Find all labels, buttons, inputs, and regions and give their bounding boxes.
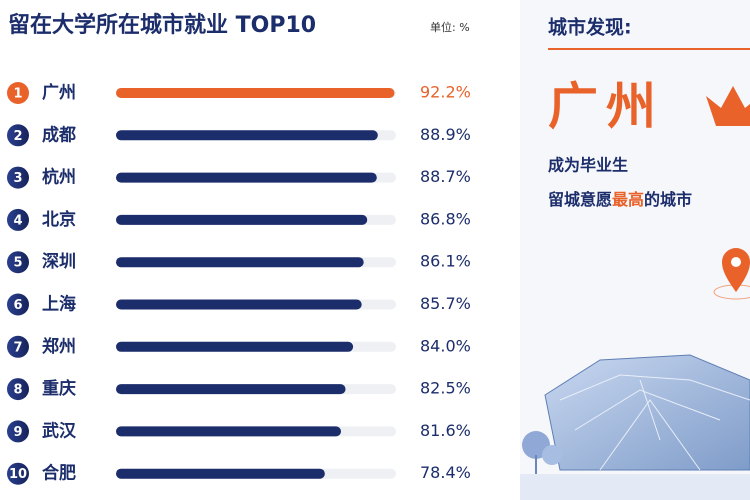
rank-number: 10 xyxy=(9,467,27,482)
bar xyxy=(116,214,368,225)
rank-badge xyxy=(7,462,29,485)
bar xyxy=(116,426,342,437)
value-label: 78.4% xyxy=(420,463,471,482)
category-label: 深圳 xyxy=(42,251,76,272)
building xyxy=(544,354,750,471)
building-lines xyxy=(559,374,750,471)
panel-rule xyxy=(548,48,750,50)
rank-badge xyxy=(7,251,29,274)
tree xyxy=(542,445,562,465)
rank-badge xyxy=(7,293,29,316)
value-label: 86.8% xyxy=(420,209,471,228)
rank-number: 1 xyxy=(13,87,22,102)
rank-badge xyxy=(7,208,29,231)
category-label: 成都 xyxy=(42,124,76,145)
rank-badge xyxy=(7,124,29,147)
category-label: 上海 xyxy=(42,294,76,315)
bar xyxy=(116,468,325,479)
bar xyxy=(116,130,378,141)
category-label: 广州 xyxy=(42,82,76,103)
rank-number: 2 xyxy=(13,129,22,144)
bar xyxy=(116,384,346,395)
panel-line1: 成为毕业生 xyxy=(548,156,628,175)
rank-badge xyxy=(7,166,29,189)
value-label: 92.2% xyxy=(420,83,471,102)
rank-number: 7 xyxy=(13,340,22,355)
ground xyxy=(520,474,750,500)
rank-badge xyxy=(7,335,29,358)
value-label: 88.7% xyxy=(420,167,471,186)
rank-badge xyxy=(7,420,29,443)
panel-line2: 留城意愿最高的城市 xyxy=(548,190,692,209)
rank-badge xyxy=(7,82,29,104)
value-label: 84.0% xyxy=(420,336,471,355)
rank-number: 8 xyxy=(13,383,22,398)
side-panel: 城市发现: 广州 成为毕业生 留城意愿最高的城市 xyxy=(520,0,750,500)
panel-heading: 城市发现: xyxy=(548,16,632,39)
panel-highlight: 最高 xyxy=(612,190,644,209)
value-label: 86.1% xyxy=(420,252,471,271)
panel-city: 广州 xyxy=(548,78,664,136)
pin-icon xyxy=(722,248,750,292)
bar xyxy=(116,88,395,98)
category-label: 武汉 xyxy=(42,420,77,441)
category-label: 合肥 xyxy=(42,463,76,484)
rank-number: 6 xyxy=(13,298,22,313)
pin-dot xyxy=(731,257,741,267)
bar xyxy=(116,172,377,183)
panel-text: 留城意愿 xyxy=(548,190,612,209)
tree-trunk xyxy=(535,455,537,475)
bar xyxy=(116,299,362,310)
category-label: 郑州 xyxy=(42,336,76,357)
value-label: 85.7% xyxy=(420,294,471,313)
rank-number: 3 xyxy=(13,171,22,186)
crown-icon xyxy=(706,86,750,126)
unit-label: 单位: % xyxy=(430,20,470,34)
bar xyxy=(116,257,364,268)
value-label: 82.5% xyxy=(420,379,471,398)
rank-number: 4 xyxy=(13,213,22,228)
rank-number: 5 xyxy=(13,256,22,271)
bar xyxy=(116,341,354,352)
category-label: 杭州 xyxy=(42,167,76,188)
category-label: 北京 xyxy=(42,209,76,230)
rank-badge xyxy=(7,378,29,401)
rank-number: 9 xyxy=(13,425,22,440)
value-label: 88.9% xyxy=(420,125,471,144)
value-label: 81.6% xyxy=(420,421,471,440)
chart-title: 留在大学所在城市就业 TOP10 xyxy=(8,12,316,38)
stadium-illustration xyxy=(520,354,750,500)
panel-text: 的城市 xyxy=(644,190,692,209)
category-label: 重庆 xyxy=(42,378,76,399)
